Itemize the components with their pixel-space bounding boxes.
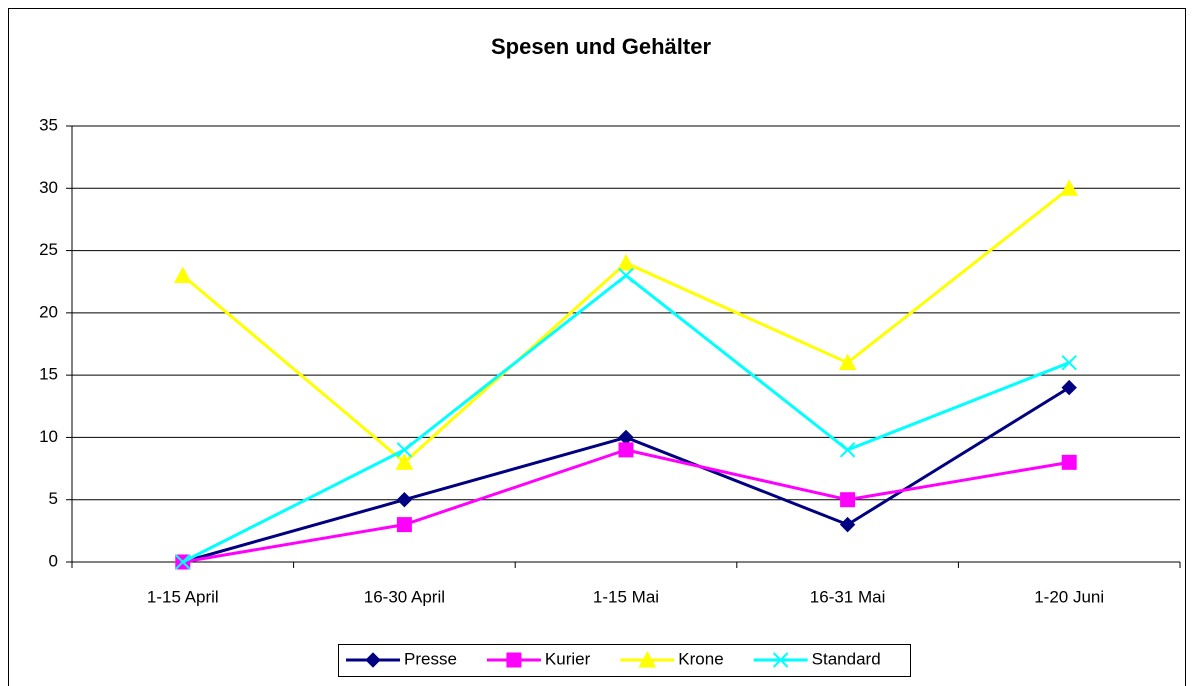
x-tick-label: 1-20 Juni bbox=[1034, 587, 1104, 606]
legend-label: Kurier bbox=[545, 649, 591, 668]
marker bbox=[396, 492, 413, 508]
marker bbox=[839, 516, 856, 533]
marker bbox=[175, 554, 191, 570]
y-tick-label: 15 bbox=[39, 365, 58, 384]
marker bbox=[1061, 454, 1077, 470]
y-tick-label: 30 bbox=[39, 178, 58, 197]
legend-marker bbox=[365, 652, 381, 668]
legend-marker bbox=[638, 650, 657, 668]
marker bbox=[395, 453, 414, 470]
x-tick-label: 1-15 Mai bbox=[593, 587, 659, 606]
marker bbox=[617, 253, 635, 271]
legend-marker bbox=[772, 652, 789, 668]
legend-label: Presse bbox=[404, 649, 457, 668]
x-tick-label: 16-30 April bbox=[364, 587, 445, 606]
marker bbox=[839, 442, 856, 458]
x-tick-label: 1-15 April bbox=[147, 587, 219, 606]
y-tick-label: 5 bbox=[49, 489, 58, 508]
marker bbox=[1060, 179, 1079, 196]
legend-label: Krone bbox=[678, 649, 723, 668]
y-tick-label: 35 bbox=[39, 115, 58, 134]
y-tick-label: 0 bbox=[49, 551, 58, 570]
chart-border bbox=[8, 8, 1186, 686]
marker bbox=[618, 442, 634, 458]
marker bbox=[396, 517, 412, 533]
marker bbox=[396, 442, 413, 458]
marker bbox=[1061, 379, 1077, 396]
y-tick-label: 10 bbox=[39, 427, 58, 446]
x-tick-label: 16-31 Mai bbox=[810, 587, 886, 606]
marker bbox=[618, 267, 634, 284]
legend-label: Standard bbox=[812, 649, 881, 668]
y-tick-label: 20 bbox=[39, 302, 58, 321]
legend-marker bbox=[506, 652, 522, 668]
y-tick-label: 25 bbox=[39, 240, 58, 259]
marker bbox=[840, 492, 856, 508]
chart-title: Spesen und Gehälter bbox=[491, 34, 711, 59]
marker bbox=[1061, 354, 1077, 371]
marker bbox=[838, 353, 857, 371]
marker bbox=[173, 266, 192, 283]
